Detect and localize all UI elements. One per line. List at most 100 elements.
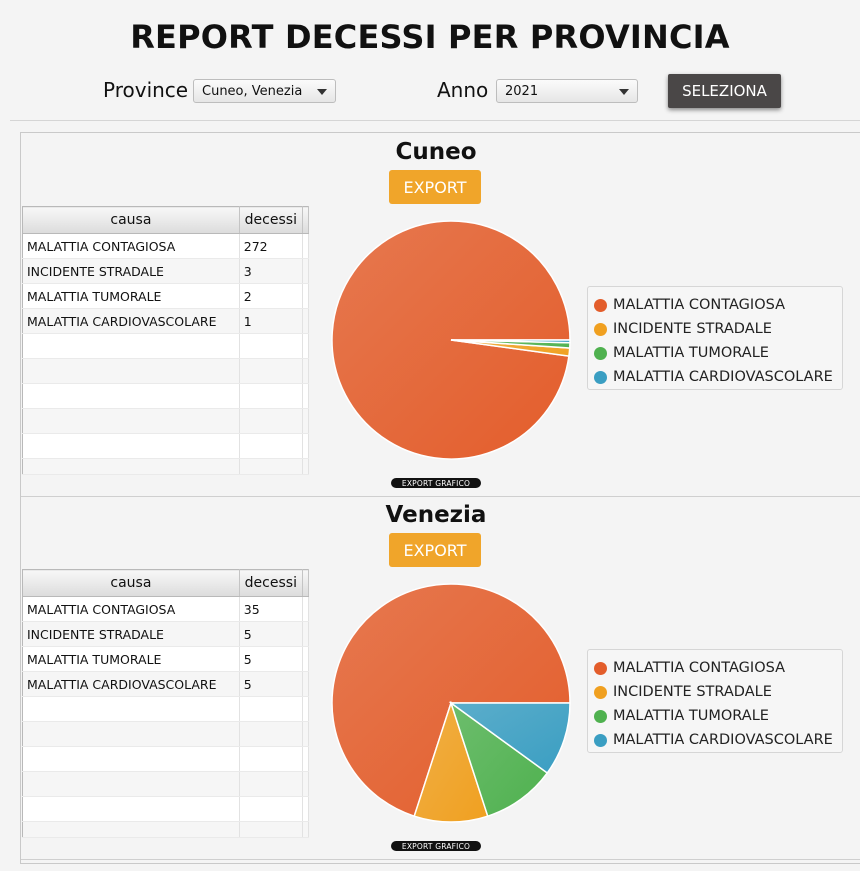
legend-dot-icon — [594, 685, 607, 699]
cell-causa: INCIDENTE STRADALE — [22, 621, 240, 647]
pie-chart — [331, 220, 571, 460]
table-row[interactable]: INCIDENTE STRADALE 3 — [22, 258, 310, 284]
empty-row — [22, 696, 310, 722]
cell-causa: MALATTIA TUMORALE — [22, 283, 240, 309]
cell-decessi: 2 — [239, 283, 303, 309]
table-row[interactable]: MALATTIA CARDIOVASCOLARE 1 — [22, 308, 310, 334]
export-chart-button[interactable]: EXPORT GRAFICO — [391, 478, 481, 488]
empty-row — [22, 746, 310, 772]
section-title: Cuneo — [395, 139, 477, 165]
table-header-row: causa decessi — [22, 206, 310, 234]
column-header-filler — [302, 569, 310, 597]
cell-decessi: 272 — [239, 233, 303, 259]
cell-decessi: 5 — [239, 621, 303, 647]
empty-row — [22, 333, 310, 359]
table-row[interactable]: MALATTIA TUMORALE 2 — [22, 283, 310, 309]
legend-dot-icon — [594, 322, 607, 336]
pie-slice — [449, 701, 549, 818]
chart-legend: MALATTIA CONTAGIOSA INCIDENTE STRADALE M… — [587, 286, 843, 390]
pie-chart — [331, 583, 571, 823]
empty-row — [22, 796, 310, 822]
legend-dot-icon — [594, 298, 607, 312]
export-chart-button[interactable]: EXPORT GRAFICO — [391, 841, 481, 851]
pie-slice — [450, 339, 571, 344]
table-row[interactable]: MALATTIA CONTAGIOSA 272 — [22, 233, 310, 259]
chart-legend: MALATTIA CONTAGIOSA INCIDENTE STRADALE M… — [587, 649, 843, 753]
empty-row — [22, 383, 310, 409]
cell-decessi: 35 — [239, 596, 303, 622]
empty-row — [22, 458, 310, 475]
export-button[interactable]: EXPORT — [389, 533, 481, 567]
legend-dot-icon — [594, 661, 607, 675]
table-row[interactable]: INCIDENTE STRADALE 5 — [22, 621, 310, 647]
legend-item: MALATTIA TUMORALE — [588, 704, 842, 728]
legend-label: INCIDENTE STRADALE — [613, 684, 772, 700]
legend-label: MALATTIA CARDIOVASCOLARE — [613, 732, 833, 748]
column-header-decessi[interactable]: decessi — [239, 569, 303, 597]
pie-slice — [331, 583, 571, 818]
province-section-venezia: Venezia EXPORT causa decessi MALATTIA CO… — [21, 496, 860, 859]
cell-causa: MALATTIA TUMORALE — [22, 646, 240, 672]
table-header-row: causa decessi — [22, 569, 310, 597]
legend-dot-icon — [594, 370, 607, 384]
chevron-down-icon — [619, 89, 629, 95]
legend-label: MALATTIA CARDIOVASCOLARE — [613, 369, 833, 385]
province-select-value: Cuneo, Venezia — [202, 83, 303, 99]
seleziona-button[interactable]: SELEZIONA — [668, 74, 781, 108]
legend-dot-icon — [594, 346, 607, 360]
cell-causa: MALATTIA CARDIOVASCOLARE — [22, 308, 240, 334]
legend-item: MALATTIA CARDIOVASCOLARE — [588, 365, 842, 389]
section-title: Venezia — [385, 502, 487, 528]
legend-dot-icon — [594, 733, 607, 747]
header-divider — [10, 120, 860, 121]
page-title: REPORT DECESSI PER PROVINCIA — [130, 18, 730, 56]
cell-causa: MALATTIA CONTAGIOSA — [22, 596, 240, 622]
empty-row — [22, 721, 310, 747]
column-header-filler — [302, 206, 310, 234]
anno-label: Anno — [437, 78, 489, 102]
cell-causa: MALATTIA CARDIOVASCOLARE — [22, 671, 240, 697]
section-divider — [21, 496, 860, 497]
province-select[interactable]: Cuneo, Venezia — [193, 79, 336, 103]
pie-slice — [413, 700, 489, 823]
legend-item: MALATTIA TUMORALE — [588, 341, 842, 365]
legend-item: INCIDENTE STRADALE — [588, 317, 842, 341]
table-row[interactable]: MALATTIA CONTAGIOSA 35 — [22, 596, 310, 622]
anno-select-value: 2021 — [505, 83, 539, 99]
cell-causa: MALATTIA CONTAGIOSA — [22, 233, 240, 259]
empty-row — [22, 358, 310, 384]
deaths-table[interactable]: causa decessi MALATTIA CONTAGIOSA 272 INC… — [22, 206, 310, 475]
province-label: Province — [103, 78, 189, 102]
legend-label: INCIDENTE STRADALE — [613, 321, 772, 337]
legend-dot-icon — [594, 709, 607, 723]
anno-select[interactable]: 2021 — [496, 79, 638, 103]
legend-label: MALATTIA CONTAGIOSA — [613, 660, 785, 676]
deaths-table[interactable]: causa decessi MALATTIA CONTAGIOSA 35 INCI… — [22, 569, 310, 838]
legend-label: MALATTIA CONTAGIOSA — [613, 297, 785, 313]
cell-decessi: 5 — [239, 671, 303, 697]
legend-label: MALATTIA TUMORALE — [613, 345, 769, 361]
legend-label: MALATTIA TUMORALE — [613, 708, 769, 724]
legend-item: INCIDENTE STRADALE — [588, 680, 842, 704]
empty-row — [22, 433, 310, 459]
empty-row — [22, 771, 310, 797]
empty-row — [22, 408, 310, 434]
cell-causa: INCIDENTE STRADALE — [22, 258, 240, 284]
table-row[interactable]: MALATTIA CARDIOVASCOLARE 5 — [22, 671, 310, 697]
legend-item: MALATTIA CARDIOVASCOLARE — [588, 728, 842, 752]
legend-item: MALATTIA CONTAGIOSA — [588, 293, 842, 317]
column-header-causa[interactable]: causa — [22, 569, 240, 597]
column-header-decessi[interactable]: decessi — [239, 206, 303, 234]
cell-decessi: 5 — [239, 646, 303, 672]
legend-item: MALATTIA CONTAGIOSA — [588, 656, 842, 680]
report-scroll-area[interactable]: Cuneo EXPORT causa decessi MALATTIA CONT… — [20, 132, 860, 864]
column-header-causa[interactable]: causa — [22, 206, 240, 234]
pie-slice — [448, 702, 571, 774]
table-row[interactable]: MALATTIA TUMORALE 5 — [22, 646, 310, 672]
province-section-cuneo: Cuneo EXPORT causa decessi MALATTIA CONT… — [21, 133, 860, 496]
export-button[interactable]: EXPORT — [389, 170, 481, 204]
cell-decessi: 3 — [239, 258, 303, 284]
section-divider — [21, 859, 860, 860]
empty-row — [22, 821, 310, 838]
cell-decessi: 1 — [239, 308, 303, 334]
